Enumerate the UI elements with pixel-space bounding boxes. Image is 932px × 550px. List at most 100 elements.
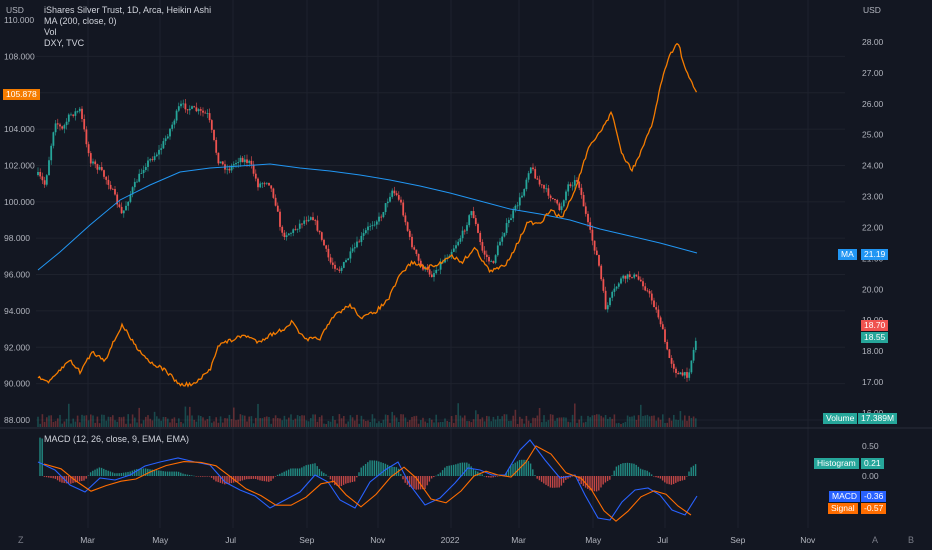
candle-body bbox=[41, 176, 44, 181]
volume-bar bbox=[426, 422, 429, 427]
volume-bar bbox=[305, 420, 308, 427]
time-axis[interactable]: Mar May Jul Sep Nov 2022 Mar May Jul Sep Nov bbox=[80, 535, 816, 545]
histogram-bar bbox=[50, 476, 52, 478]
macd-legend[interactable]: MACD (12, 26, close, 9, EMA, EMA) bbox=[44, 434, 190, 444]
volume-bar bbox=[508, 420, 510, 427]
histogram-bar bbox=[81, 476, 83, 482]
candle-body bbox=[85, 129, 88, 145]
histogram-bar bbox=[391, 466, 393, 476]
candle-body bbox=[105, 176, 108, 180]
volume-bar bbox=[554, 420, 556, 427]
volume-bar bbox=[521, 418, 523, 427]
histogram-bar bbox=[96, 468, 98, 476]
left-tick-label: 110.000 bbox=[4, 15, 34, 25]
candle-body bbox=[481, 242, 484, 251]
volume-bar bbox=[160, 420, 162, 427]
candle-body bbox=[679, 372, 682, 375]
candle-body bbox=[39, 172, 42, 177]
time-tick-label: 2022 bbox=[441, 535, 460, 545]
histogram-bar bbox=[543, 476, 545, 484]
volume-bar bbox=[347, 421, 349, 427]
histogram-bar bbox=[303, 466, 305, 476]
candle-body bbox=[153, 156, 156, 160]
volume-bar bbox=[618, 422, 620, 427]
right-tick-label: 16.00 bbox=[862, 408, 884, 418]
volume-bar bbox=[593, 415, 596, 427]
volume-bar bbox=[283, 415, 286, 427]
right-tick-label: 18.00 bbox=[862, 346, 884, 356]
time-tick-label: Mar bbox=[80, 535, 95, 545]
volume-bar bbox=[481, 417, 484, 427]
volume-bar bbox=[644, 415, 646, 427]
candle-body bbox=[142, 169, 145, 174]
candle-body bbox=[94, 161, 97, 165]
macd-axis[interactable]: 0.50 0.00 bbox=[862, 441, 879, 481]
vol-legend[interactable]: Vol bbox=[44, 27, 57, 37]
volume-bar bbox=[156, 416, 158, 427]
histogram-bar bbox=[292, 468, 294, 476]
volume-bar bbox=[459, 415, 462, 427]
histogram-bar bbox=[290, 468, 292, 476]
candle-body bbox=[45, 175, 48, 185]
bar-style-icon[interactable]: B bbox=[908, 535, 915, 545]
histogram-bar bbox=[659, 476, 662, 479]
candle-body bbox=[580, 187, 583, 195]
histogram-bar bbox=[433, 476, 435, 478]
right-price-axis[interactable]: 28.0027.0026.0025.0024.0023.0022.0021.00… bbox=[862, 37, 884, 418]
histogram-bar bbox=[105, 469, 107, 476]
candle-body bbox=[650, 293, 653, 301]
volume-bar bbox=[114, 420, 116, 427]
volume-bar bbox=[318, 417, 321, 427]
candle-body bbox=[613, 288, 616, 292]
volume-bar bbox=[142, 420, 145, 427]
volume-bar bbox=[105, 420, 107, 427]
volume-bar bbox=[112, 415, 114, 427]
volume-bar bbox=[175, 422, 178, 427]
volume-bar bbox=[483, 421, 486, 427]
ma-legend[interactable]: MA (200, close, 0) bbox=[44, 16, 117, 26]
volume-bar bbox=[391, 411, 393, 427]
volume-bar bbox=[50, 415, 52, 427]
dxy-legend[interactable]: DXY, TVC bbox=[44, 38, 85, 48]
volume-bar bbox=[468, 421, 470, 427]
histogram-bar bbox=[43, 476, 46, 477]
ma-tag: MA bbox=[838, 249, 857, 260]
histogram-bar bbox=[578, 476, 580, 481]
left-price-axis[interactable]: 110.000108.000106.000104.000102.000100.0… bbox=[4, 15, 35, 425]
volume-bar bbox=[406, 421, 409, 427]
histogram-bar bbox=[56, 476, 59, 481]
candle-body bbox=[292, 229, 295, 233]
volume-bar bbox=[470, 422, 473, 427]
candle-body bbox=[477, 224, 479, 233]
timezone-icon[interactable]: Z bbox=[18, 535, 24, 545]
volume-bar bbox=[457, 403, 459, 427]
candle-body bbox=[353, 247, 356, 249]
histogram-bar bbox=[655, 476, 657, 478]
volume-bar bbox=[640, 404, 642, 427]
candle-body bbox=[565, 191, 567, 201]
candle-body bbox=[151, 159, 154, 160]
auto-scale-icon[interactable]: A bbox=[872, 535, 879, 545]
histogram-bar bbox=[367, 462, 369, 476]
histogram-bar bbox=[118, 473, 120, 476]
volume-bar bbox=[288, 417, 290, 427]
candle-body bbox=[369, 225, 372, 227]
candle-body bbox=[133, 181, 136, 188]
volume-bar bbox=[684, 415, 686, 427]
candle-body bbox=[514, 205, 517, 211]
candle-body bbox=[690, 360, 693, 373]
histogram-bar bbox=[448, 465, 450, 476]
volume-bar bbox=[466, 421, 468, 427]
volume-bar bbox=[125, 423, 127, 427]
candle-body bbox=[604, 290, 607, 310]
candle-body bbox=[463, 230, 466, 232]
candle-body bbox=[631, 277, 633, 278]
candle-body bbox=[243, 159, 246, 163]
candle-body bbox=[235, 162, 237, 165]
candle-body bbox=[595, 250, 598, 255]
left-tick-label: 90.000 bbox=[4, 379, 30, 389]
symbol-title[interactable]: iShares Silver Trust, 1D, Arca, Heikin A… bbox=[44, 5, 212, 15]
candle-body bbox=[666, 341, 669, 350]
volume-bar bbox=[651, 415, 653, 427]
